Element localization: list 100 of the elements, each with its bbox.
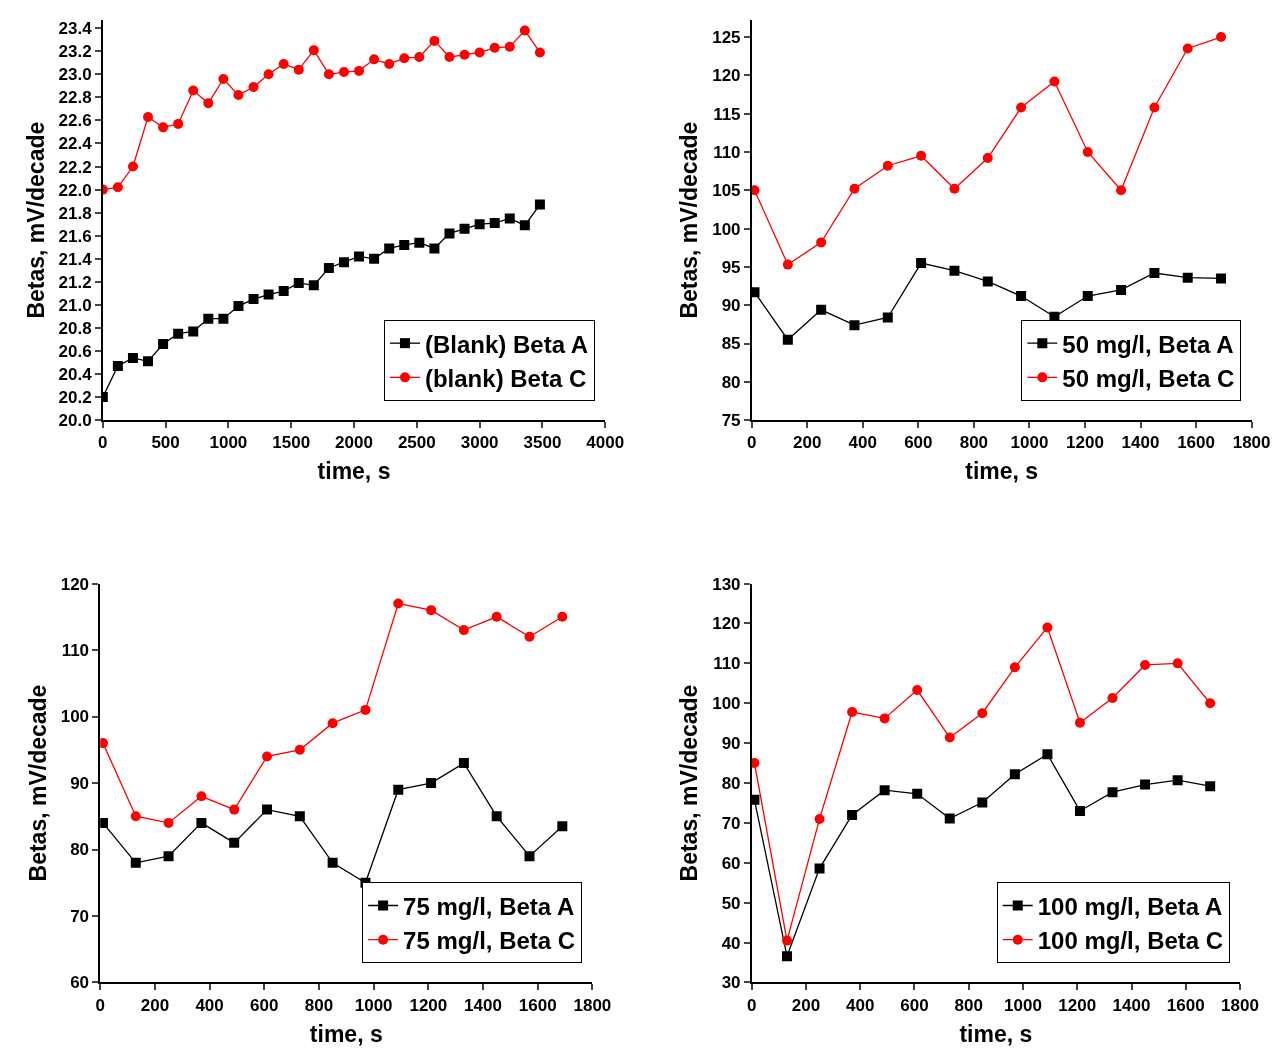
y-tick-label: 130	[712, 574, 741, 594]
point	[816, 304, 827, 315]
x-axis-title: time, s	[317, 458, 391, 485]
point	[782, 259, 793, 270]
point	[263, 69, 274, 80]
x-tick-label: 1200	[409, 995, 448, 1015]
y-tick-label: 23.0	[58, 65, 92, 85]
point	[323, 69, 334, 80]
point	[816, 237, 827, 248]
point	[1182, 272, 1193, 283]
x-tick-label: 0	[746, 433, 757, 453]
point	[203, 313, 214, 324]
y-tick-label: 21.8	[58, 203, 92, 223]
legend-label: 75 mg/l, Beta C	[403, 927, 576, 955]
y-tick-label: 21.4	[58, 249, 93, 269]
point	[534, 47, 545, 58]
y-tick-label: 22.0	[58, 180, 92, 200]
point	[489, 42, 500, 53]
point	[196, 817, 207, 828]
y-tick-label: 90	[70, 773, 90, 793]
point	[262, 751, 273, 762]
point	[293, 64, 304, 75]
point	[949, 265, 960, 276]
legend-label: 100 mg/l, Beta A	[1037, 892, 1223, 920]
point	[459, 223, 470, 234]
point	[327, 857, 338, 868]
x-tick-label: 1800	[573, 995, 612, 1015]
x-tick-label: 1600	[518, 995, 557, 1015]
x-tick-label: 0	[95, 995, 105, 1015]
point	[1182, 43, 1193, 54]
legend-label: 100 mg/l, Beta C	[1037, 927, 1224, 955]
point	[1082, 291, 1093, 302]
point	[1016, 102, 1027, 113]
point	[294, 744, 305, 755]
point	[1116, 185, 1127, 196]
point	[849, 183, 860, 194]
y-tick-label: 60	[70, 973, 90, 993]
y-tick-label: 120	[712, 614, 741, 634]
point	[458, 758, 469, 769]
y-tick-label: 80	[721, 773, 741, 793]
point	[491, 611, 502, 622]
y-tick-label: 40	[721, 933, 741, 953]
point	[504, 213, 515, 224]
point	[1205, 781, 1216, 792]
x-tick-label: 600	[904, 433, 933, 453]
point	[196, 791, 207, 802]
x-tick-label: 500	[151, 433, 180, 453]
point	[158, 122, 169, 133]
point	[384, 58, 395, 69]
point	[557, 611, 568, 622]
point	[982, 276, 993, 287]
y-axis-title: Betas, mV/decade	[24, 684, 51, 882]
point	[130, 811, 141, 822]
x-tick-label: 2000	[335, 433, 373, 453]
y-tick-label: 85	[721, 334, 741, 354]
point	[879, 713, 890, 724]
point	[474, 219, 485, 230]
x-tick-label: 0	[98, 433, 108, 453]
x-tick-label: 1800	[1232, 433, 1271, 453]
point	[369, 253, 380, 264]
point	[491, 811, 502, 822]
point	[1082, 146, 1093, 157]
point	[263, 289, 274, 300]
x-tick-label: 400	[846, 995, 875, 1015]
y-tick-label: 23.2	[58, 42, 92, 62]
point	[519, 220, 530, 231]
point	[354, 251, 365, 262]
x-tick-label: 600	[250, 995, 279, 1015]
point	[1049, 76, 1060, 87]
x-tick-label: 1600	[1166, 995, 1205, 1015]
point	[504, 41, 515, 52]
point	[916, 150, 927, 161]
y-tick-label: 22.4	[58, 134, 93, 154]
point	[233, 301, 244, 312]
point	[459, 49, 470, 60]
point	[360, 704, 371, 715]
y-tick-label: 22.2	[58, 157, 92, 177]
point	[1140, 779, 1151, 790]
point	[293, 277, 304, 288]
x-tick-label: 800	[954, 995, 983, 1015]
x-tick-label: 1000	[354, 995, 393, 1015]
point	[444, 228, 455, 239]
point	[944, 813, 955, 824]
x-axis-title: time, s	[965, 458, 1039, 485]
point	[327, 718, 338, 729]
x-tick-label: 400	[848, 433, 877, 453]
point	[1172, 658, 1183, 669]
point	[751, 794, 760, 805]
point	[1107, 693, 1118, 704]
y-tick-label: 90	[721, 734, 741, 754]
point	[944, 732, 955, 743]
point	[977, 708, 988, 719]
point	[188, 85, 199, 96]
y-axis-title: Betas, mV/decade	[676, 121, 703, 319]
point	[1009, 769, 1020, 780]
x-tick-label: 1200	[1058, 995, 1097, 1015]
point	[489, 218, 500, 229]
y-tick-label: 105	[712, 181, 741, 201]
y-tick-label: 23.4	[58, 19, 93, 39]
point	[1149, 102, 1160, 113]
